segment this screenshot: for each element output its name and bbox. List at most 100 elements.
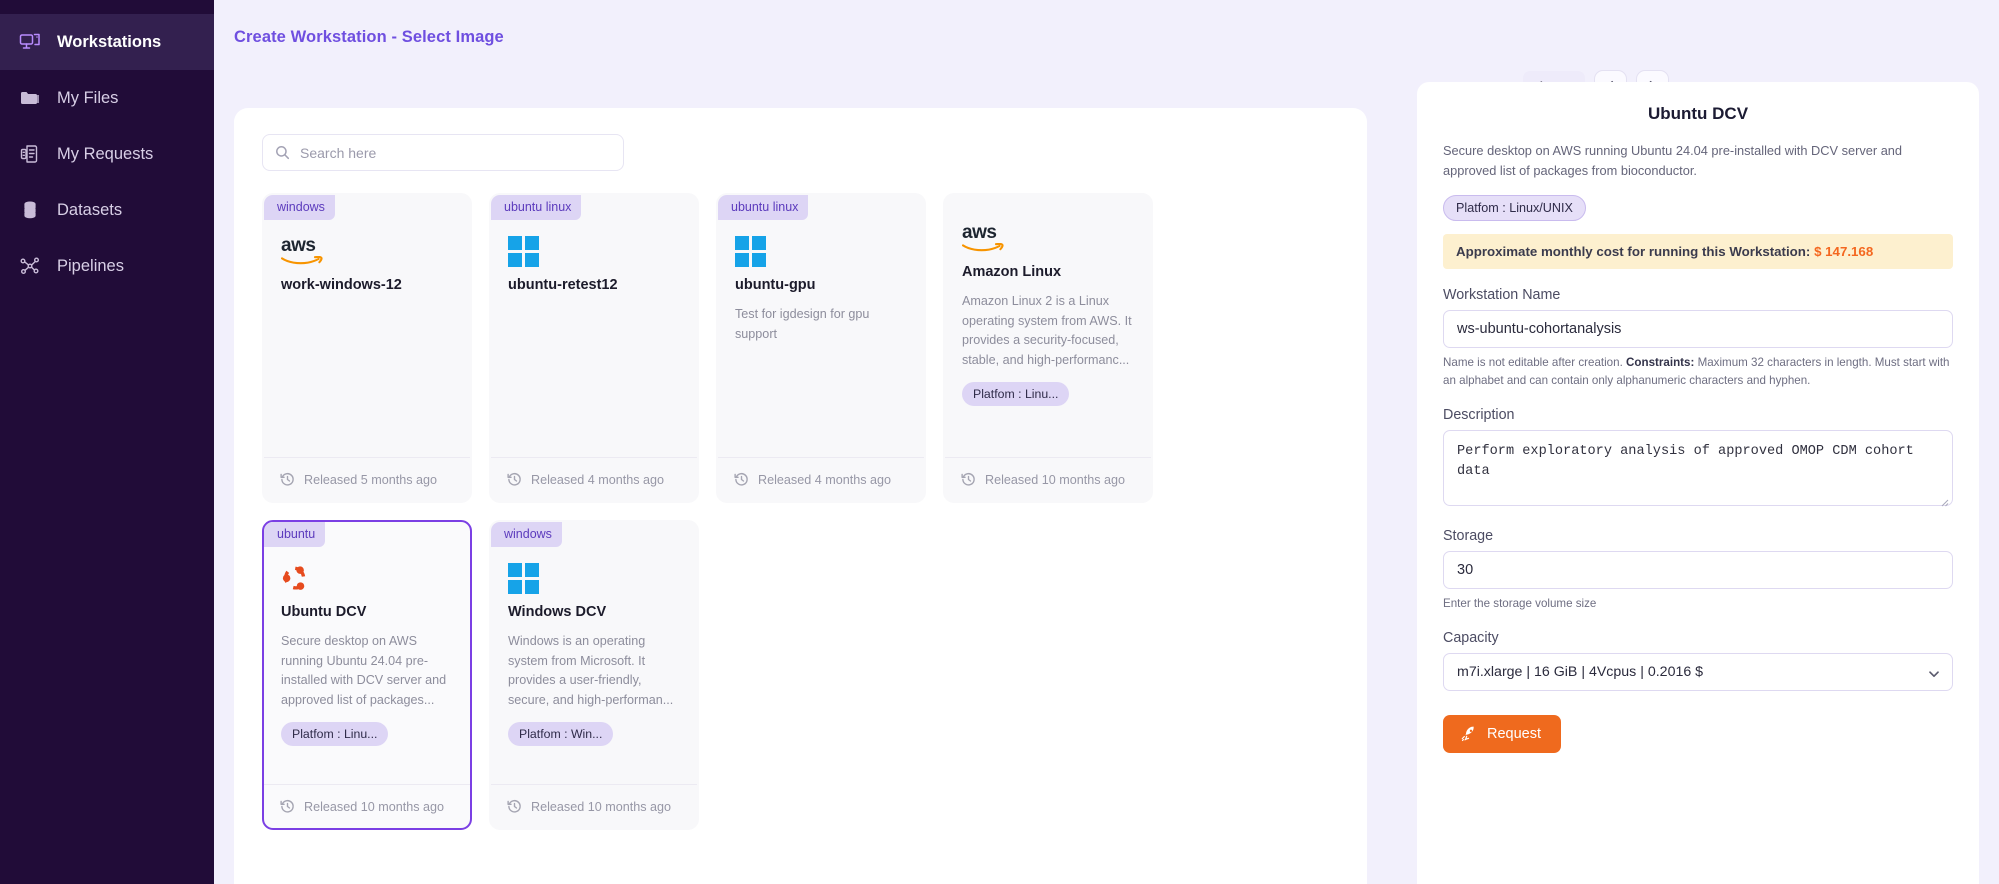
sidebar-item-label: Datasets [57, 200, 123, 219]
sidebar-item-my-requests[interactable]: My Requests [0, 126, 214, 182]
capacity-label: Capacity [1443, 629, 1499, 646]
clock-history-icon [734, 473, 748, 486]
card-footer: Released 4 months ago [491, 457, 697, 501]
storage-input[interactable] [1443, 550, 1953, 589]
image-card-work-windows-12[interactable]: windows aws work-windows-12 [262, 193, 472, 503]
aws-smile-icon [962, 243, 1004, 252]
card-title: Windows DCV [508, 604, 607, 620]
card-released: Released 5 months ago [304, 472, 438, 487]
description-field: Description Perform exploratory analysis… [1443, 407, 1953, 511]
card-body: ubuntu-retest12 [491, 220, 697, 457]
pipeline-icon [18, 254, 42, 278]
sidebar-item-label: My Files [57, 88, 119, 107]
request-button[interactable]: Request [1443, 714, 1562, 753]
clock-history-icon [961, 473, 975, 486]
storage-label: Storage [1443, 527, 1494, 544]
capacity-field: Capacity m7i.xlarge | 16 GiB | 4Vcpus | … [1443, 630, 1953, 691]
image-card-ubuntu-retest12[interactable]: ubuntu linux ubuntu-retest12 Re [489, 193, 699, 503]
card-tag: ubuntu [264, 522, 326, 547]
image-card-amazon-linux[interactable]: aws Amazon Linux Amazon Linux 2 is a Lin… [943, 193, 1153, 503]
card-description: Windows is an operating system from Micr… [508, 634, 674, 707]
sidebar-item-my-files[interactable]: My Files [0, 70, 214, 126]
card-description: Amazon Linux 2 is a Linux operating syst… [962, 294, 1132, 367]
sidebar-item-pipelines[interactable]: Pipelines [0, 238, 214, 294]
description-label: Description [1443, 406, 1515, 423]
sidebar-item-datasets[interactable]: Datasets [0, 182, 214, 238]
card-title: ubuntu-gpu [735, 277, 816, 293]
card-platform-chip: Platfom : Linu... [962, 382, 1070, 407]
storage-field: Storage Enter the storage volume size [1443, 528, 1953, 613]
clock-history-icon [507, 800, 521, 813]
card-footer: Released 4 months ago [718, 457, 924, 501]
sidebar-item-label: Workstations [57, 32, 162, 51]
clock-history-icon [507, 473, 521, 486]
card-platform-chip: Platfom : Win... [508, 722, 614, 747]
detail-title: Ubuntu DCV [1647, 104, 1749, 123]
hint-pre: Name is not editable after creation. [1443, 355, 1623, 369]
card-body: aws work-windows-12 [264, 220, 470, 457]
card-released: Released 10 months ago [531, 799, 672, 814]
aws-logo: aws [281, 234, 453, 268]
card-platform-chip: Platfom : Linu... [281, 722, 389, 747]
clock-history-icon [280, 800, 294, 813]
search-icon [276, 146, 290, 160]
request-button-label: Request [1487, 725, 1542, 742]
card-title: ubuntu-retest12 [508, 277, 618, 293]
card-released: Released 4 months ago [531, 472, 665, 487]
card-tag: windows [264, 195, 335, 220]
capacity-select[interactable]: m7i.xlarge | 16 GiB | 4Vcpus | 0.2016 $ [1443, 652, 1953, 691]
clock-history-icon [280, 473, 294, 486]
image-card-windows-dcv[interactable]: windows Windows DCV Windows is an operat… [489, 520, 699, 830]
cost-banner: Approximate monthly cost for running thi… [1443, 233, 1953, 269]
card-description: Secure desktop on AWS running Ubuntu 24.… [281, 634, 447, 707]
card-footer: Released 10 months ago [264, 784, 470, 828]
cost-label: Approximate monthly cost for running thi… [1456, 243, 1811, 259]
folder-icon [18, 86, 42, 110]
card-tag: windows [491, 522, 562, 547]
card-body: Windows DCV Windows is an operating syst… [491, 547, 697, 784]
windows-logo [508, 234, 680, 268]
aws-logo: aws [962, 221, 1134, 255]
hint-post: Maximum 32 characters in length. Must st… [1443, 355, 1950, 387]
cost-amount: $ 147.168 [1814, 243, 1874, 259]
card-tag: ubuntu linux [718, 195, 809, 220]
workstation-name-hint: Name is not editable after creation. Con… [1443, 354, 1953, 390]
card-footer: Released 5 months ago [264, 457, 470, 501]
workstation-name-label: Workstation Name [1443, 286, 1561, 303]
detail-description: Secure desktop on AWS running Ubuntu 24.… [1443, 143, 1903, 179]
main-content: Create Workstation - Select Image 1 [214, 0, 1999, 884]
description-textarea[interactable]: Perform exploratory analysis of approved… [1443, 429, 1953, 506]
workstation-detail-panel: Ubuntu DCV Secure desktop on AWS running… [1417, 82, 1979, 884]
ubuntu-logo [281, 561, 453, 595]
image-cards-panel: windows aws work-windows-12 [234, 108, 1367, 884]
card-description: Test for igdesign for gpu support [735, 307, 870, 341]
card-title: work-windows-12 [281, 277, 402, 293]
sidebar: Workstations My Files My Requests [0, 0, 214, 884]
document-request-icon [18, 142, 42, 166]
aws-smile-icon [281, 256, 323, 265]
ubuntu-circle-of-friends-icon [282, 566, 306, 590]
card-released: Released 4 months ago [758, 472, 892, 487]
workstation-name-field: Workstation Name Name is not editable af… [1443, 287, 1953, 390]
card-tag: ubuntu linux [491, 195, 582, 220]
search-box[interactable] [262, 134, 624, 171]
image-card-ubuntu-dcv[interactable]: ubuntu [262, 520, 472, 830]
card-released: Released 10 months ago [985, 472, 1126, 487]
image-card-ubuntu-gpu[interactable]: ubuntu linux ubuntu-gpu Test for igdesig… [716, 193, 926, 503]
breadcrumb[interactable]: Create Workstation - Select Image [234, 28, 504, 46]
sidebar-item-workstations[interactable]: Workstations [0, 14, 214, 70]
image-card-grid: windows aws work-windows-12 [262, 193, 1339, 830]
sidebar-item-label: My Requests [57, 144, 154, 163]
sidebar-item-label: Pipelines [57, 256, 124, 275]
windows-logo [735, 234, 907, 268]
card-body: ubuntu-gpu Test for igdesign for gpu sup… [718, 220, 924, 457]
hint-bold: Constraints: [1626, 355, 1695, 369]
windows-logo [508, 561, 680, 595]
card-title: Amazon Linux [962, 264, 1062, 280]
card-body: Ubuntu DCV Secure desktop on AWS running… [264, 547, 470, 784]
storage-hint: Enter the storage volume size [1443, 596, 1597, 610]
search-input[interactable] [300, 144, 611, 161]
rocket-icon [1461, 726, 1474, 742]
workstation-name-input[interactable] [1443, 309, 1953, 348]
